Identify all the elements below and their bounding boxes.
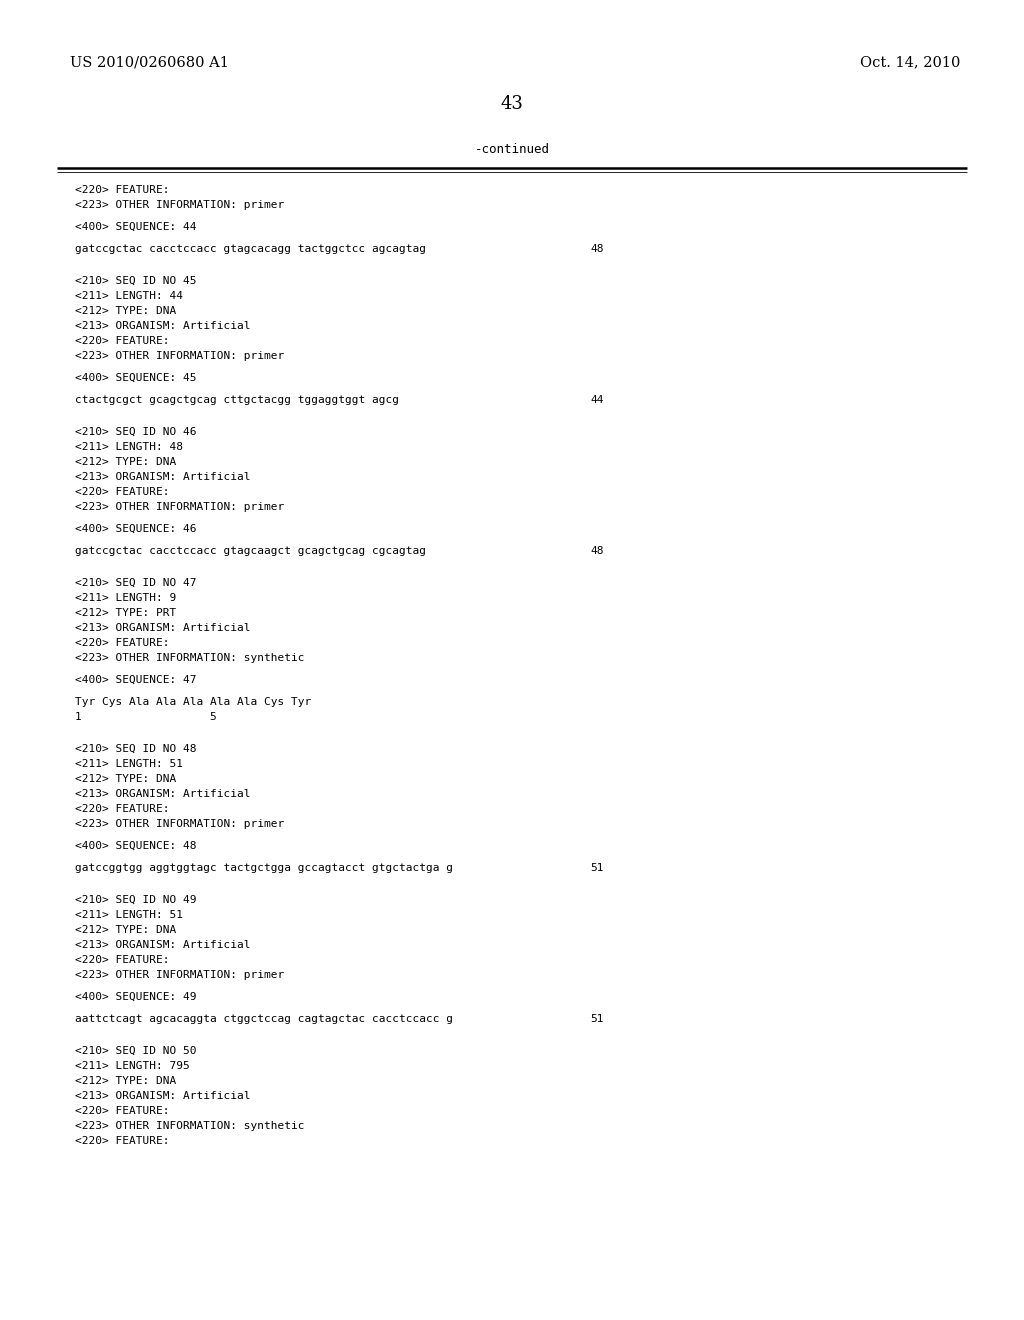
Text: <223> OTHER INFORMATION: synthetic: <223> OTHER INFORMATION: synthetic: [75, 653, 304, 663]
Text: <212> TYPE: DNA: <212> TYPE: DNA: [75, 457, 176, 467]
Text: <213> ORGANISM: Artificial: <213> ORGANISM: Artificial: [75, 321, 251, 331]
Text: <220> FEATURE:: <220> FEATURE:: [75, 1106, 170, 1115]
Text: <400> SEQUENCE: 45: <400> SEQUENCE: 45: [75, 374, 197, 383]
Text: <220> FEATURE:: <220> FEATURE:: [75, 638, 170, 648]
Text: <213> ORGANISM: Artificial: <213> ORGANISM: Artificial: [75, 473, 251, 482]
Text: <211> LENGTH: 51: <211> LENGTH: 51: [75, 909, 183, 920]
Text: <212> TYPE: DNA: <212> TYPE: DNA: [75, 1076, 176, 1086]
Text: <220> FEATURE:: <220> FEATURE:: [75, 1137, 170, 1146]
Text: <223> OTHER INFORMATION: primer: <223> OTHER INFORMATION: primer: [75, 818, 285, 829]
Text: <400> SEQUENCE: 49: <400> SEQUENCE: 49: [75, 993, 197, 1002]
Text: -continued: -continued: [474, 143, 550, 156]
Text: <400> SEQUENCE: 48: <400> SEQUENCE: 48: [75, 841, 197, 851]
Text: gatccgctac cacctccacc gtagcaagct gcagctgcag cgcagtag: gatccgctac cacctccacc gtagcaagct gcagctg…: [75, 546, 426, 556]
Text: Tyr Cys Ala Ala Ala Ala Ala Cys Tyr: Tyr Cys Ala Ala Ala Ala Ala Cys Tyr: [75, 697, 311, 708]
Text: <220> FEATURE:: <220> FEATURE:: [75, 804, 170, 814]
Text: <211> LENGTH: 48: <211> LENGTH: 48: [75, 442, 183, 451]
Text: <220> FEATURE:: <220> FEATURE:: [75, 954, 170, 965]
Text: <211> LENGTH: 44: <211> LENGTH: 44: [75, 290, 183, 301]
Text: gatccggtgg aggtggtagc tactgctgga gccagtacct gtgctactga g: gatccggtgg aggtggtagc tactgctgga gccagta…: [75, 863, 453, 873]
Text: 1                   5: 1 5: [75, 711, 217, 722]
Text: <212> TYPE: DNA: <212> TYPE: DNA: [75, 306, 176, 315]
Text: <212> TYPE: DNA: <212> TYPE: DNA: [75, 925, 176, 935]
Text: <210> SEQ ID NO 49: <210> SEQ ID NO 49: [75, 895, 197, 906]
Text: <210> SEQ ID NO 45: <210> SEQ ID NO 45: [75, 276, 197, 286]
Text: <213> ORGANISM: Artificial: <213> ORGANISM: Artificial: [75, 1092, 251, 1101]
Text: <212> TYPE: DNA: <212> TYPE: DNA: [75, 774, 176, 784]
Text: 48: 48: [590, 546, 603, 556]
Text: <213> ORGANISM: Artificial: <213> ORGANISM: Artificial: [75, 789, 251, 799]
Text: <211> LENGTH: 795: <211> LENGTH: 795: [75, 1061, 189, 1071]
Text: <213> ORGANISM: Artificial: <213> ORGANISM: Artificial: [75, 623, 251, 634]
Text: <223> OTHER INFORMATION: primer: <223> OTHER INFORMATION: primer: [75, 201, 285, 210]
Text: gatccgctac cacctccacc gtagcacagg tactggctcc agcagtag: gatccgctac cacctccacc gtagcacagg tactggc…: [75, 244, 426, 253]
Text: <223> OTHER INFORMATION: primer: <223> OTHER INFORMATION: primer: [75, 351, 285, 360]
Text: <400> SEQUENCE: 46: <400> SEQUENCE: 46: [75, 524, 197, 535]
Text: US 2010/0260680 A1: US 2010/0260680 A1: [70, 55, 229, 69]
Text: <211> LENGTH: 51: <211> LENGTH: 51: [75, 759, 183, 770]
Text: ctactgcgct gcagctgcag cttgctacgg tggaggtggt agcg: ctactgcgct gcagctgcag cttgctacgg tggaggt…: [75, 395, 399, 405]
Text: <223> OTHER INFORMATION: primer: <223> OTHER INFORMATION: primer: [75, 970, 285, 979]
Text: aattctcagt agcacaggta ctggctccag cagtagctac cacctccacc g: aattctcagt agcacaggta ctggctccag cagtagc…: [75, 1014, 453, 1024]
Text: <223> OTHER INFORMATION: primer: <223> OTHER INFORMATION: primer: [75, 502, 285, 512]
Text: 44: 44: [590, 395, 603, 405]
Text: <220> FEATURE:: <220> FEATURE:: [75, 337, 170, 346]
Text: Oct. 14, 2010: Oct. 14, 2010: [859, 55, 961, 69]
Text: <400> SEQUENCE: 47: <400> SEQUENCE: 47: [75, 675, 197, 685]
Text: <220> FEATURE:: <220> FEATURE:: [75, 185, 170, 195]
Text: <210> SEQ ID NO 48: <210> SEQ ID NO 48: [75, 744, 197, 754]
Text: <211> LENGTH: 9: <211> LENGTH: 9: [75, 593, 176, 603]
Text: 43: 43: [501, 95, 523, 114]
Text: <210> SEQ ID NO 47: <210> SEQ ID NO 47: [75, 578, 197, 587]
Text: <400> SEQUENCE: 44: <400> SEQUENCE: 44: [75, 222, 197, 232]
Text: <210> SEQ ID NO 50: <210> SEQ ID NO 50: [75, 1045, 197, 1056]
Text: 51: 51: [590, 1014, 603, 1024]
Text: 48: 48: [590, 244, 603, 253]
Text: 51: 51: [590, 863, 603, 873]
Text: <212> TYPE: PRT: <212> TYPE: PRT: [75, 609, 176, 618]
Text: <223> OTHER INFORMATION: synthetic: <223> OTHER INFORMATION: synthetic: [75, 1121, 304, 1131]
Text: <210> SEQ ID NO 46: <210> SEQ ID NO 46: [75, 426, 197, 437]
Text: <213> ORGANISM: Artificial: <213> ORGANISM: Artificial: [75, 940, 251, 950]
Text: <220> FEATURE:: <220> FEATURE:: [75, 487, 170, 498]
